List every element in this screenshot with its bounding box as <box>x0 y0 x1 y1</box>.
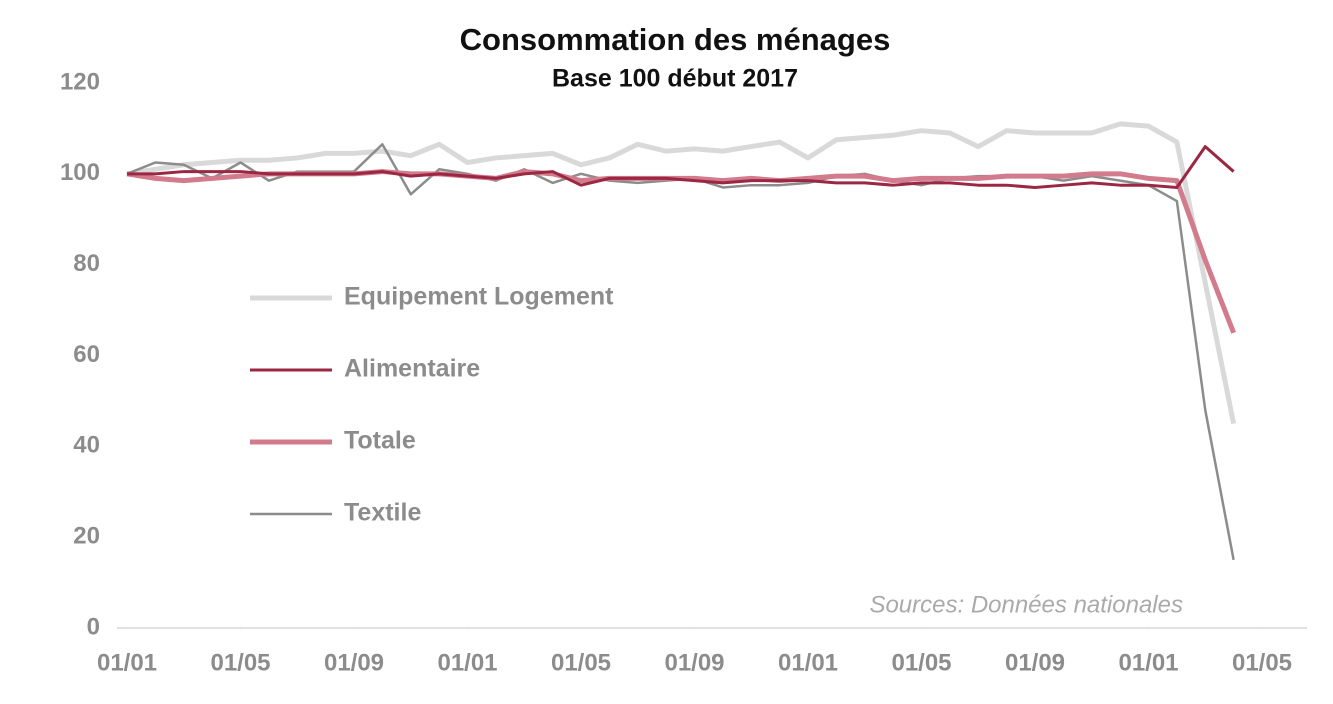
y-tick-label: 40 <box>73 432 100 459</box>
x-tick-label: 01/01 <box>97 649 157 676</box>
x-tick-label: 01/05 <box>1232 649 1292 676</box>
legend-label: Equipement Logement <box>344 283 614 311</box>
y-tick-label: 0 <box>87 613 100 640</box>
x-tick-label: 01/05 <box>891 649 951 676</box>
series-line <box>126 121 1237 425</box>
legend-label: Textile <box>344 499 421 527</box>
y-tick-label: 120 <box>60 68 100 95</box>
x-tick-label: 01/05 <box>210 649 270 676</box>
series-line <box>126 143 1235 561</box>
series-line <box>126 169 1236 334</box>
legend-label: Alimentaire <box>344 355 480 383</box>
chart-subtitle: Base 100 début 2017 <box>552 65 798 93</box>
x-tick-label: 01/09 <box>1005 649 1065 676</box>
legend-label: Totale <box>344 427 416 455</box>
x-tick-label: 01/09 <box>664 649 724 676</box>
source-note: Sources: Données nationales <box>869 591 1183 618</box>
y-tick-label: 60 <box>73 341 100 368</box>
series-line <box>127 145 1235 189</box>
x-tick-label: 01/01 <box>778 649 838 676</box>
x-tick-label: 01/01 <box>437 649 497 676</box>
x-tick-label: 01/01 <box>1118 649 1178 676</box>
x-tick-label: 01/09 <box>324 649 384 676</box>
y-tick-label: 80 <box>73 250 100 277</box>
x-tick-label: 01/05 <box>551 649 611 676</box>
y-tick-label: 100 <box>60 159 100 186</box>
y-tick-label: 20 <box>73 523 100 550</box>
chart-title: Consommation des ménages <box>460 22 891 57</box>
